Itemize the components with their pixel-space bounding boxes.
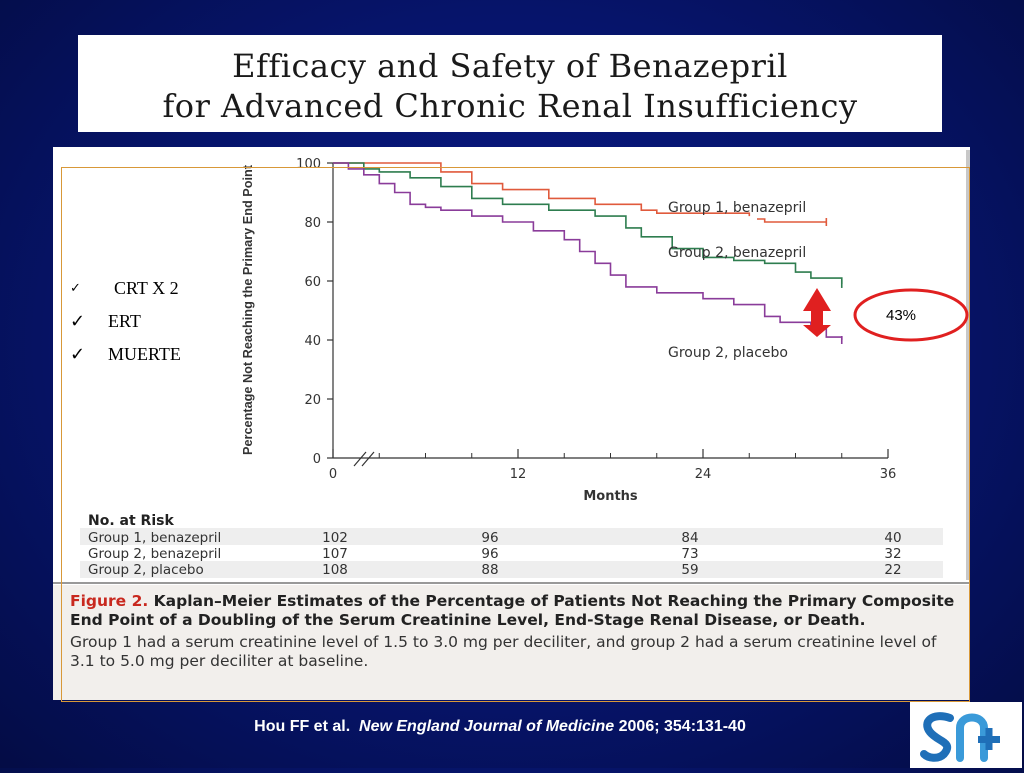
chart-series-labels: Group 1, benazepril Group 2, benazepril Gr… xyxy=(668,200,806,361)
axis-break-icon xyxy=(353,451,375,467)
figure-caption: Figure 2. Kaplan–Meier Estimates of the … xyxy=(70,592,960,671)
citation: Hou FF et al. New England Journal of Med… xyxy=(0,718,1000,736)
risk-row-band-1 xyxy=(80,528,943,545)
risk-value: 40 xyxy=(884,530,901,546)
slide-title-line1: Efficacy and Safety of Benazepril xyxy=(232,47,788,85)
series-line-3 xyxy=(333,162,843,340)
chart-series xyxy=(333,162,843,344)
citation-journal: New England Journal of Medicine xyxy=(359,718,615,735)
x-tick-label: 36 xyxy=(880,467,897,482)
caption-regular-text: Group 1 had a serum creatinine level of … xyxy=(70,633,937,670)
risk-value: 102 xyxy=(322,530,348,546)
x-axis-label: Months xyxy=(583,489,638,504)
checklist-label-crt: CRT X 2 xyxy=(114,278,179,298)
x-tick-label: 24 xyxy=(695,467,712,482)
check-icon: ✓ xyxy=(70,344,86,365)
slide-title-box: Efficacy and Safety of Benazepril for Ad… xyxy=(78,35,942,132)
risk-value: 84 xyxy=(681,530,698,546)
y-tick-label: 0 xyxy=(313,452,321,467)
series-line-2 xyxy=(333,162,843,284)
risk-value: 59 xyxy=(681,562,698,578)
y-axis-label: Percentage Not Reaching the Primary End … xyxy=(240,164,255,455)
y-tick-label: 60 xyxy=(304,275,321,290)
checklist-label-ert: ERT xyxy=(108,311,141,331)
logo-mark-icon xyxy=(920,712,1000,762)
risk-value: 88 xyxy=(481,562,498,578)
risk-value: 108 xyxy=(322,562,348,578)
y-tick-label: 20 xyxy=(304,393,321,408)
risk-value: 107 xyxy=(322,546,348,562)
series-label-3: Group 2, placebo xyxy=(668,345,788,361)
risk-value: 22 xyxy=(884,562,901,578)
y-tick-label: 100 xyxy=(296,157,321,172)
risk-table-title: No. at Risk xyxy=(88,513,174,529)
caption-bold-text: Kaplan–Meier Estimates of the Percentage… xyxy=(70,592,955,629)
series-tail-1 xyxy=(757,218,827,223)
risk-value: 96 xyxy=(481,530,498,546)
check-icon: ✓ xyxy=(70,281,81,296)
citation-ref: 2006; 354:131-40 xyxy=(618,718,746,735)
series-label-2: Group 2, benazepril xyxy=(668,245,806,261)
citation-authors: Hou FF et al. xyxy=(254,718,351,735)
figure-edge-shadow xyxy=(966,150,970,580)
series-line-1 xyxy=(333,162,751,217)
risk-row-label: Group 2, placebo xyxy=(88,562,204,578)
x-tick-label: 0 xyxy=(329,467,337,482)
y-tick-label: 80 xyxy=(304,216,321,231)
callout-ring xyxy=(853,288,969,342)
slide-title-line2: for Advanced Chronic Renal Insufficiency xyxy=(162,87,858,125)
risk-row-band-3 xyxy=(80,561,943,578)
risk-row-label: Group 1, benazepril xyxy=(88,530,221,546)
caption-figure-label: Figure 2. xyxy=(70,592,149,610)
checklist-label-muerte: MUERTE xyxy=(108,344,181,364)
series-label-1: Group 1, benazepril xyxy=(668,200,806,216)
callout-43-percent: 43% xyxy=(886,307,916,324)
sn-logo-icon xyxy=(910,702,1022,768)
difference-arrow-icon xyxy=(803,288,831,337)
caption-background xyxy=(53,585,970,700)
risk-value: 32 xyxy=(884,546,901,562)
y-tick-label: 40 xyxy=(304,334,321,349)
chart-axes: 0 20 40 60 80 100 0 12 24 36 Months Percentage Not … xyxy=(240,157,896,504)
risk-row-label: Group 2, benazepril xyxy=(88,546,221,562)
risk-value: 96 xyxy=(481,546,498,562)
check-icon: ✓ xyxy=(70,311,86,332)
x-tick-label: 12 xyxy=(510,467,527,482)
caption-heading: Figure 2. Kaplan–Meier Estimates of the … xyxy=(70,592,960,630)
risk-value: 73 xyxy=(681,546,698,562)
